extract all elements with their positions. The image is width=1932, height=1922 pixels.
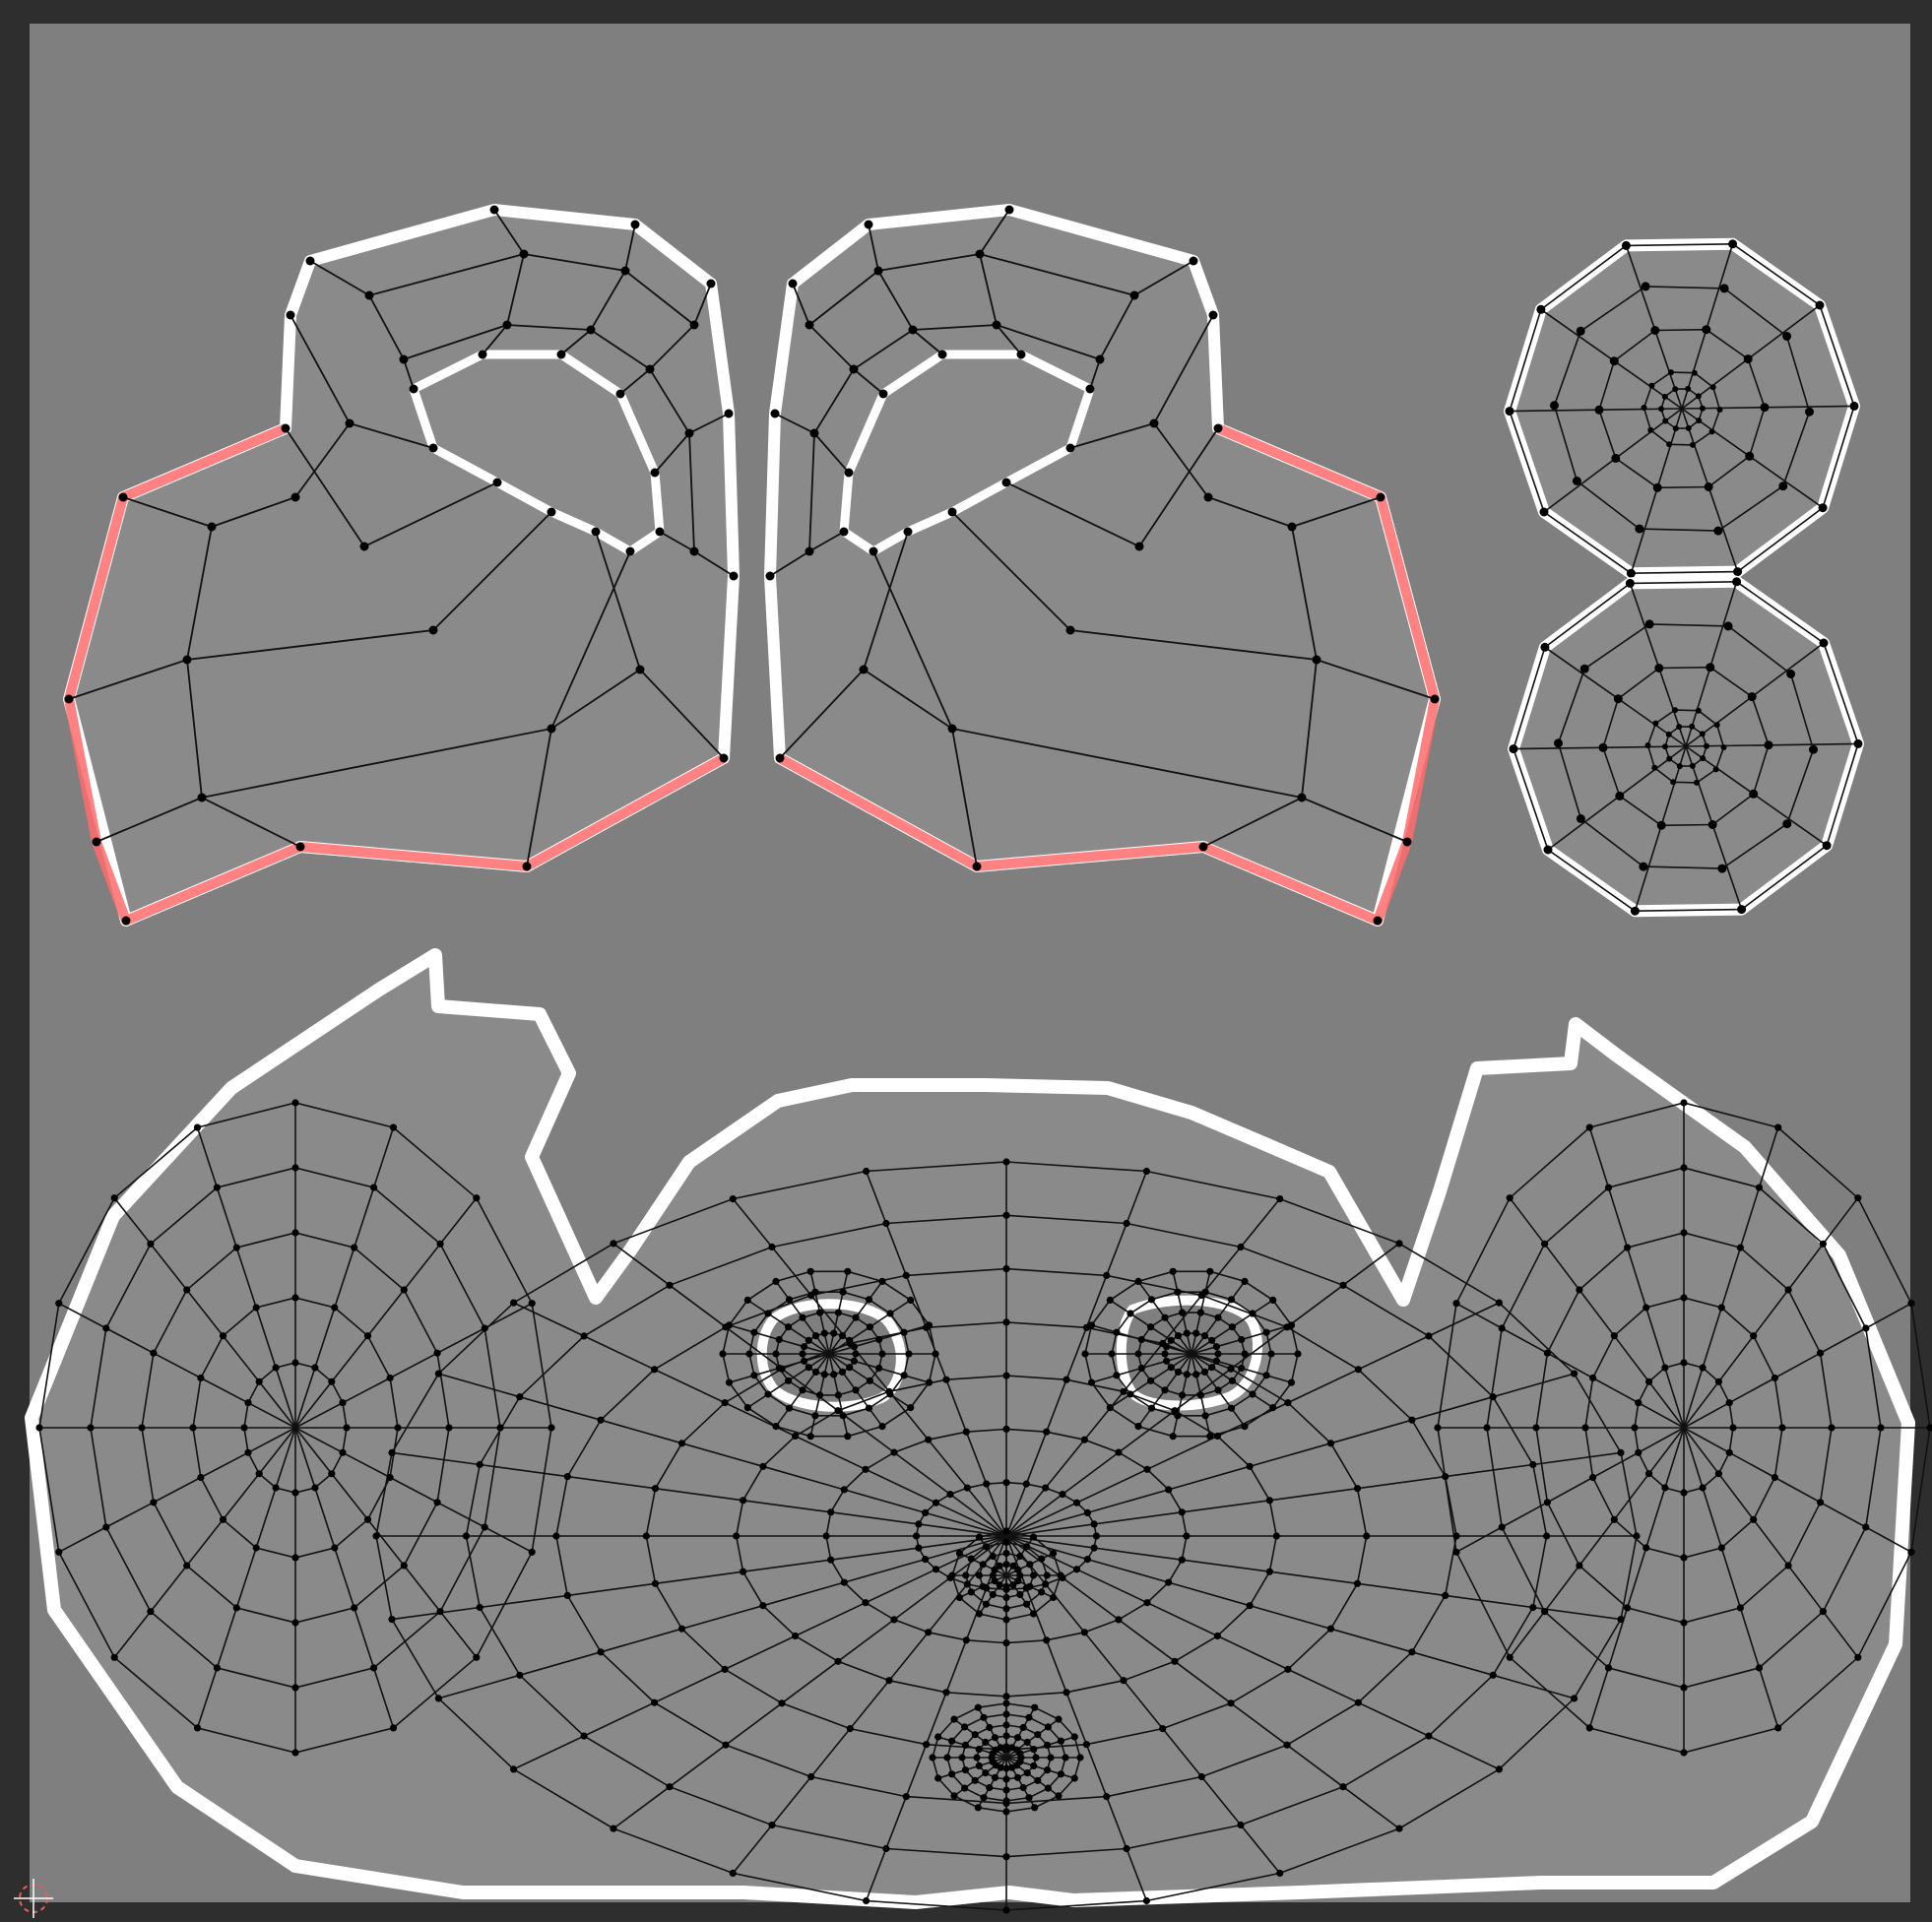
island-eye-lower[interactable] xyxy=(1508,575,1864,918)
mesh-vertices-head xyxy=(35,1099,1932,1914)
island-ear-left-hole xyxy=(409,350,665,556)
island-head-outline xyxy=(25,948,1915,1909)
island-head[interactable] xyxy=(25,948,1932,1914)
eye-lower-web-vertices xyxy=(1509,577,1863,916)
island-ear-right[interactable] xyxy=(764,204,1441,927)
eye-upper-web-vertices xyxy=(1505,239,1859,578)
seam-edge-right xyxy=(777,423,1440,926)
island-ear-left[interactable] xyxy=(63,204,740,927)
island-ear-right-hole xyxy=(839,350,1095,556)
mesh-edges-ear-right xyxy=(769,209,1436,867)
island-eye-upper[interactable] xyxy=(1504,237,1860,580)
mesh-vertices-ear-right xyxy=(765,205,1440,926)
mesh-vertices-ear-left xyxy=(64,205,739,926)
seam-edge-left xyxy=(64,423,727,926)
mesh-edges-ear-left xyxy=(68,209,735,867)
2d-cursor-icon[interactable] xyxy=(14,1879,53,1918)
